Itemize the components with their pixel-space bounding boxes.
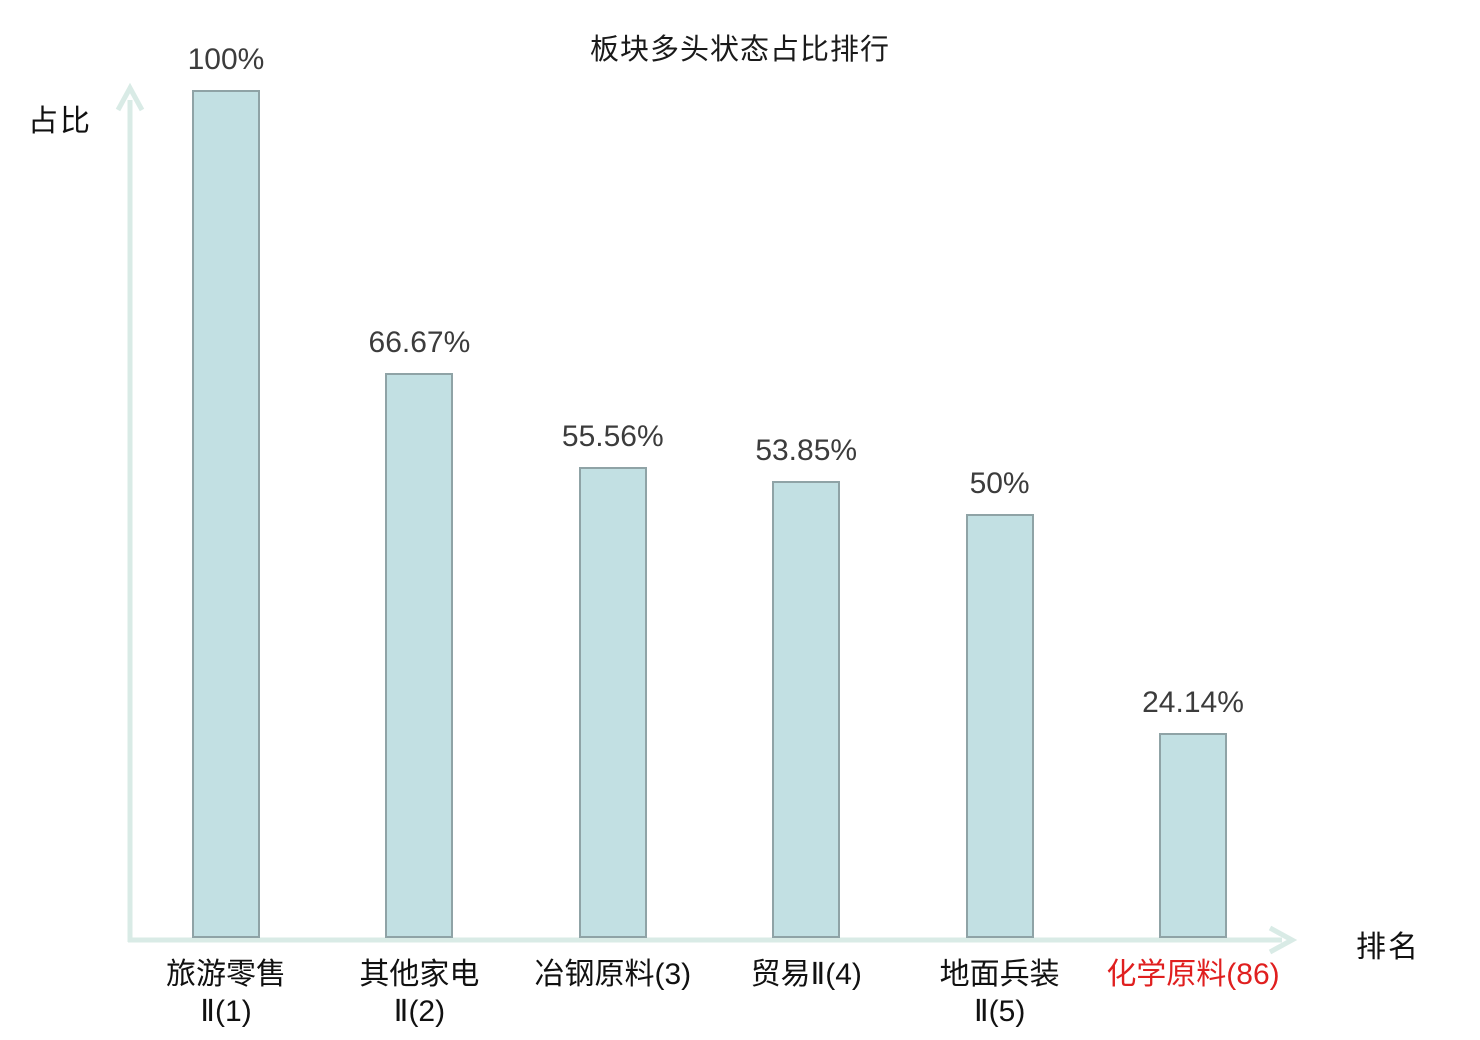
category-label: 地面兵装 Ⅱ(5) bbox=[880, 956, 1120, 1030]
category-label-line: 化学原料(86) bbox=[1106, 958, 1280, 991]
y-axis-label: 占比 bbox=[28, 105, 92, 138]
bar bbox=[192, 90, 260, 938]
bar bbox=[578, 466, 647, 938]
category-label: 冶钢原料(3) bbox=[493, 956, 733, 993]
category-label-line: Ⅱ(5) bbox=[973, 995, 1026, 1028]
bar bbox=[965, 514, 1034, 938]
bar-value-label: 53.85% bbox=[755, 434, 858, 468]
category-label-line: 冶钢原料(3) bbox=[534, 958, 692, 991]
category-label-line: 地面兵装 bbox=[939, 958, 1060, 991]
bar bbox=[385, 372, 454, 938]
category-label: 贸易Ⅱ(4) bbox=[686, 956, 926, 993]
category-label: 化学原料(86) bbox=[1073, 956, 1313, 993]
x-axis-arrow-icon bbox=[1268, 925, 1298, 955]
bar-value-label: 100% bbox=[187, 43, 265, 76]
bar bbox=[772, 481, 841, 938]
category-label: 旅游零售 Ⅱ(1) bbox=[106, 956, 346, 1030]
category-label-line: Ⅱ(1) bbox=[200, 995, 252, 1028]
chart-title: 板块多头状态占比排行 bbox=[589, 34, 890, 66]
category-label-line: 旅游零售 bbox=[166, 958, 286, 991]
category-label-line: 其他家电 bbox=[359, 958, 480, 991]
bar-value-label: 24.14% bbox=[1142, 686, 1244, 720]
x-axis-label: 排名 bbox=[1356, 931, 1420, 964]
category-label-line: Ⅱ(2) bbox=[393, 995, 446, 1028]
bar-value-label: 66.67% bbox=[368, 325, 471, 359]
category-label-line: 贸易Ⅱ(4) bbox=[750, 958, 862, 991]
bar-value-label: 50% bbox=[969, 467, 1030, 500]
bar-value-label: 55.56% bbox=[561, 419, 664, 453]
bar bbox=[1159, 733, 1227, 938]
y-axis-arrow-icon bbox=[115, 82, 145, 112]
category-label: 其他家电 Ⅱ(2) bbox=[299, 956, 539, 1030]
